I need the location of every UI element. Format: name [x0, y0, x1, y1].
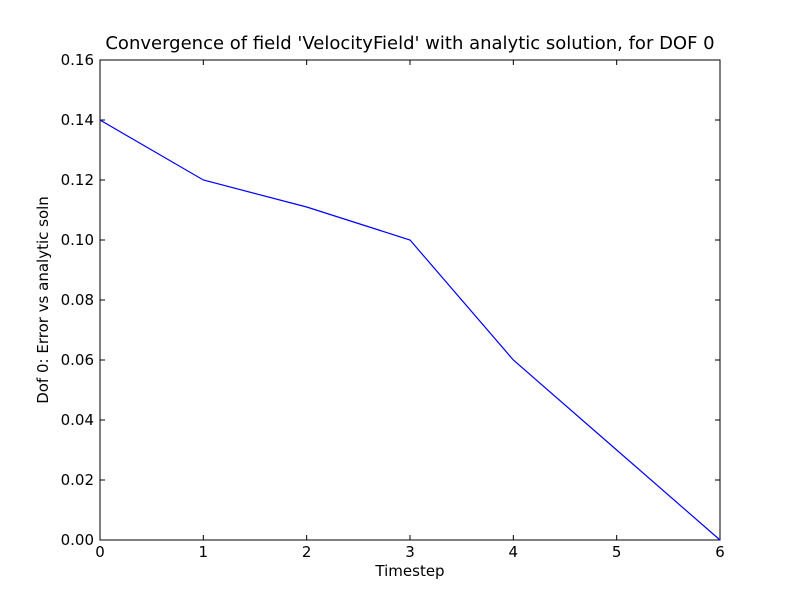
plot-area	[99, 59, 721, 541]
y-tick-label-5: 0.10	[61, 231, 94, 249]
x-tick-label-1: 1	[199, 543, 209, 561]
x-tick-label-4: 4	[509, 543, 519, 561]
y-tick-label-0: 0.00	[61, 531, 94, 549]
chart-title: Convergence of field 'VelocityField' wit…	[105, 33, 714, 54]
x-tick-label-2: 2	[302, 543, 312, 561]
y-axis-label: Dof 0: Error vs analytic soln	[34, 196, 52, 404]
y-tick-label-7: 0.14	[61, 111, 94, 129]
y-tick-label-4: 0.08	[61, 291, 94, 309]
y-tick-label-1: 0.02	[61, 471, 94, 489]
x-tick-label-0: 0	[95, 543, 105, 561]
x-tick-label-5: 5	[612, 543, 622, 561]
series-line-0	[99, 119, 721, 541]
tick-labels: 0 1 2 3 4 5 6 0.00 0.02 0.04 0.06 0.08 0.10 0.12 0.14 0…	[61, 51, 725, 561]
y-tick-label-2: 0.04	[61, 411, 94, 429]
x-tick-label-6: 6	[715, 543, 725, 561]
x-tick-label-3: 3	[405, 543, 415, 561]
y-tick-label-6: 0.12	[61, 171, 94, 189]
y-tick-label-8: 0.16	[61, 51, 94, 69]
series-layer	[99, 119, 721, 541]
x-axis-label: Timestep	[374, 562, 444, 580]
axis-ticks	[99, 59, 721, 541]
y-tick-label-3: 0.06	[61, 351, 94, 369]
